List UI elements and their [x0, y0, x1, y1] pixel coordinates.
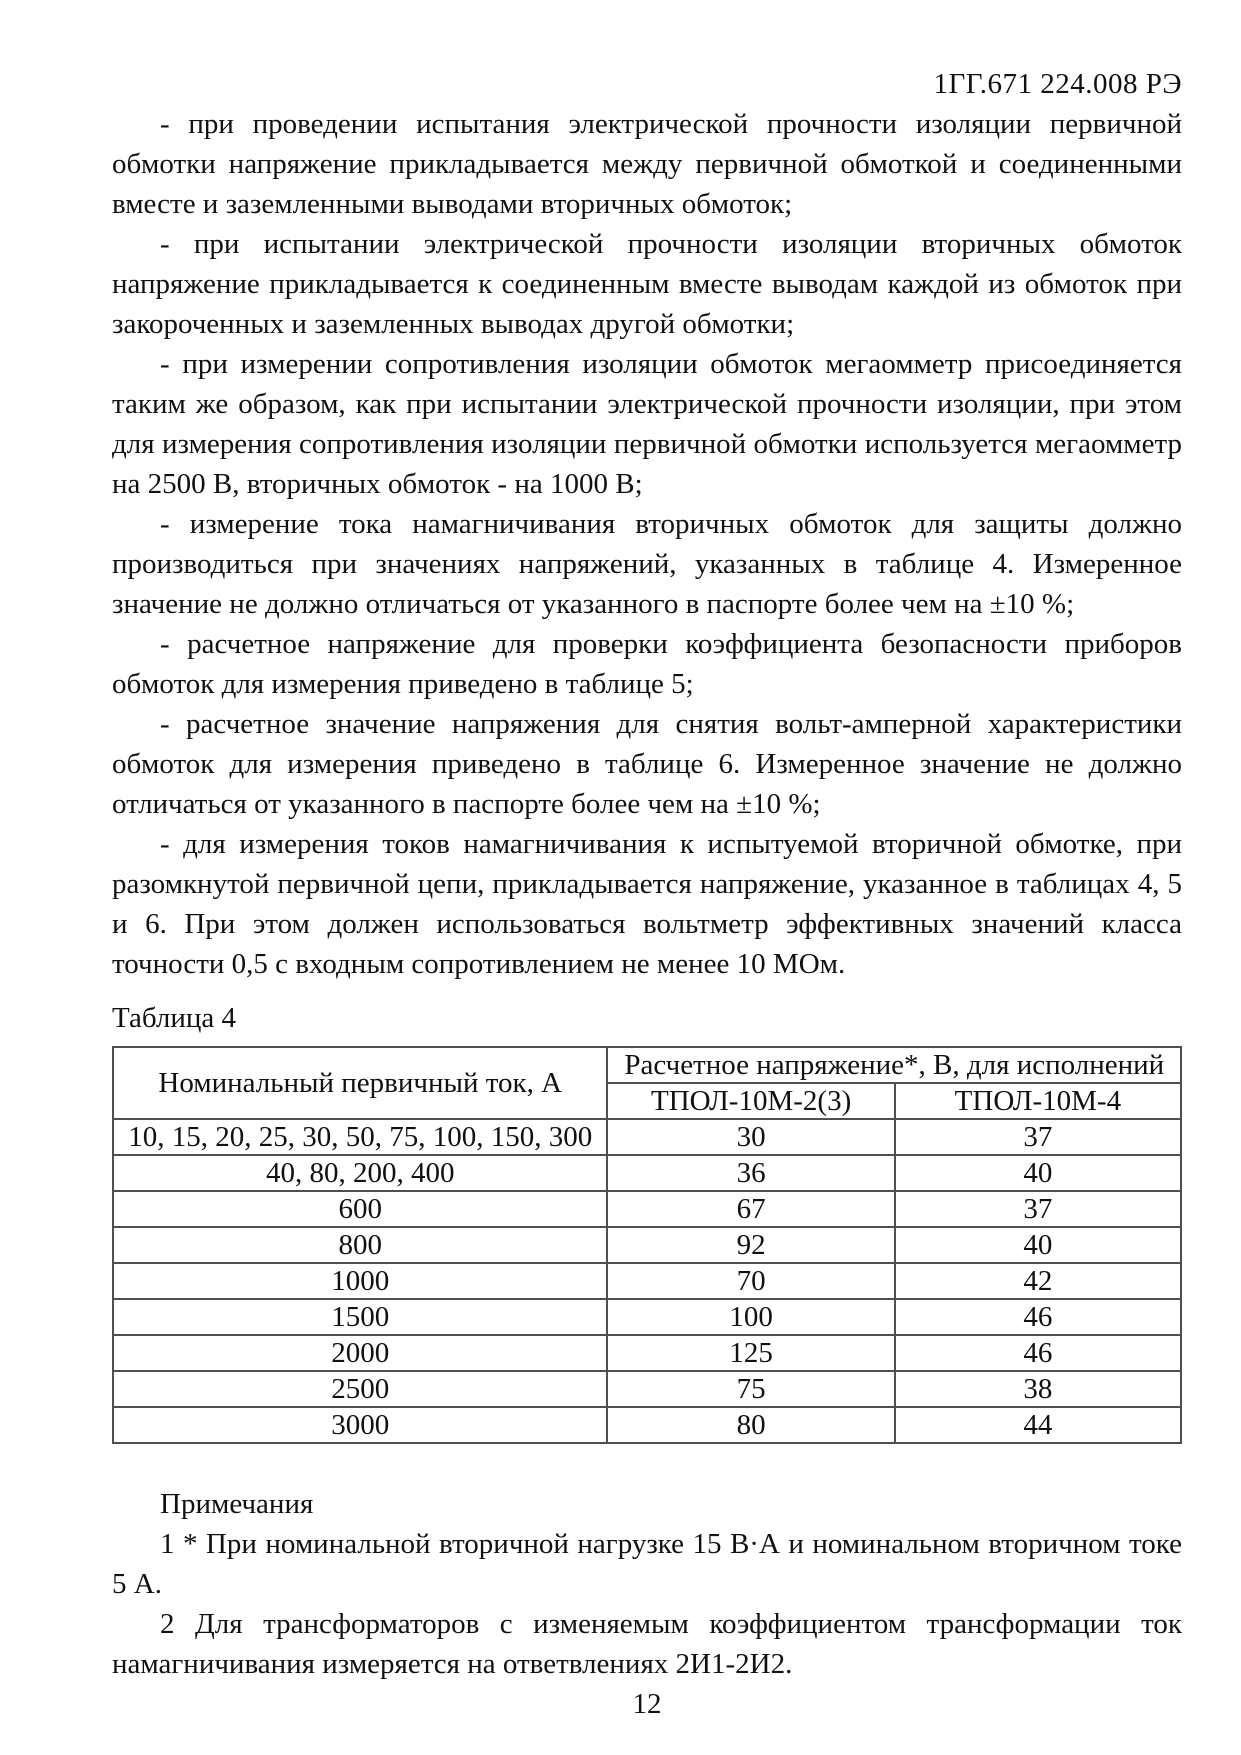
paragraph-safety-factor: - расчетное напряжение для проверки коэф… [112, 628, 1182, 700]
note-item-1: 1 * При номинальной вторичной нагрузке 1… [112, 1528, 1182, 1600]
doc-number: 1ГГ.671 224.008 РЭ [933, 68, 1182, 100]
table-row: 2500 75 38 [111, 1370, 1183, 1408]
cell-current: 10, 15, 20, 25, 30, 50, 75, 100, 150, 30… [111, 1118, 609, 1156]
table-header-row-group: Номинальный первичный ток, А Расчетное н… [111, 1046, 1182, 1120]
paragraph-insulation-primary: - при проведении испытания электрической… [112, 108, 1182, 220]
cell-voltage-4: 40 [893, 1154, 1183, 1192]
paragraph-volt-ampere: - расчетное значение напряжения для снят… [112, 708, 1182, 820]
notes-title: Примечания [160, 1488, 314, 1520]
cell-voltage-2-3: 125 [606, 1334, 896, 1372]
cell-voltage-2-3: 67 [606, 1190, 896, 1228]
cell-current: 1000 [111, 1262, 609, 1300]
cell-voltage-2-3: 36 [606, 1154, 896, 1192]
cell-current: 3000 [111, 1406, 609, 1444]
table-row: 1500 100 46 [111, 1298, 1183, 1336]
cell-current: 2500 [111, 1370, 609, 1408]
table-row: 2000 125 46 [111, 1334, 1183, 1372]
cell-voltage-2-3: 100 [606, 1298, 896, 1336]
cell-voltage-4: 40 [893, 1226, 1183, 1264]
cell-voltage-4: 46 [893, 1298, 1183, 1336]
paragraph-magnetizing-current: - измерение тока намагничивания вторичны… [112, 508, 1182, 620]
cell-voltage-4: 44 [893, 1406, 1183, 1444]
col-header-tpol-10m-4: ТПОЛ-10М-4 [893, 1082, 1183, 1120]
cell-voltage-2-3: 30 [606, 1118, 896, 1156]
cell-voltage-2-3: 70 [606, 1262, 896, 1300]
cell-voltage-2-3: 80 [606, 1406, 896, 1444]
notes-section: Примечания 1 * При номинальной вторичной… [112, 1484, 1182, 1684]
paragraph-voltmeter-class: - для измерения токов намагничивания к и… [112, 828, 1182, 980]
paragraph-megohmmeter: - при измерении сопротивления изоляции о… [112, 348, 1182, 500]
table-row: 40, 80, 200, 400 36 40 [111, 1154, 1183, 1192]
page-number: 12 [632, 1688, 662, 1720]
cell-current: 800 [111, 1226, 609, 1264]
paragraph-insulation-secondary: - при испытании электрической прочности … [112, 228, 1182, 340]
table-header-row-sub: ТПОЛ-10М-2(3) ТПОЛ-10М-4 [113, 1082, 1183, 1120]
col-header-calculated-voltage-group: Расчетное напряжение*, В, для исполнений [606, 1046, 1182, 1084]
cell-voltage-4: 37 [893, 1118, 1183, 1156]
table-caption: Таблица 4 [112, 1002, 237, 1034]
table-row: 800 92 40 [111, 1226, 1183, 1264]
table-row: 600 67 37 [111, 1190, 1183, 1228]
table-4: Номинальный первичный ток, А Расчетное н… [111, 1046, 1183, 1444]
cell-current: 600 [111, 1190, 609, 1228]
table-row: 10, 15, 20, 25, 30, 50, 75, 100, 150, 30… [111, 1118, 1183, 1156]
cell-voltage-2-3: 92 [606, 1226, 896, 1264]
col-header-tpol-10m-2-3: ТПОЛ-10М-2(3) [606, 1082, 896, 1120]
cell-voltage-4: 38 [893, 1370, 1183, 1408]
col-header-nominal-primary-current: Номинальный первичный ток, А [111, 1046, 609, 1120]
cell-current: 2000 [111, 1334, 609, 1372]
cell-voltage-4: 42 [893, 1262, 1183, 1300]
cell-voltage-4: 37 [893, 1190, 1183, 1228]
note-item-2: 2 Для трансформаторов с изменяемым коэфф… [112, 1608, 1182, 1680]
table-row: 3000 80 44 [111, 1406, 1183, 1444]
table-row: 1000 70 42 [111, 1262, 1183, 1300]
cell-voltage-4: 46 [893, 1334, 1183, 1372]
cell-voltage-2-3: 75 [606, 1370, 896, 1408]
cell-current: 1500 [111, 1298, 609, 1336]
cell-current: 40, 80, 200, 400 [111, 1154, 609, 1192]
